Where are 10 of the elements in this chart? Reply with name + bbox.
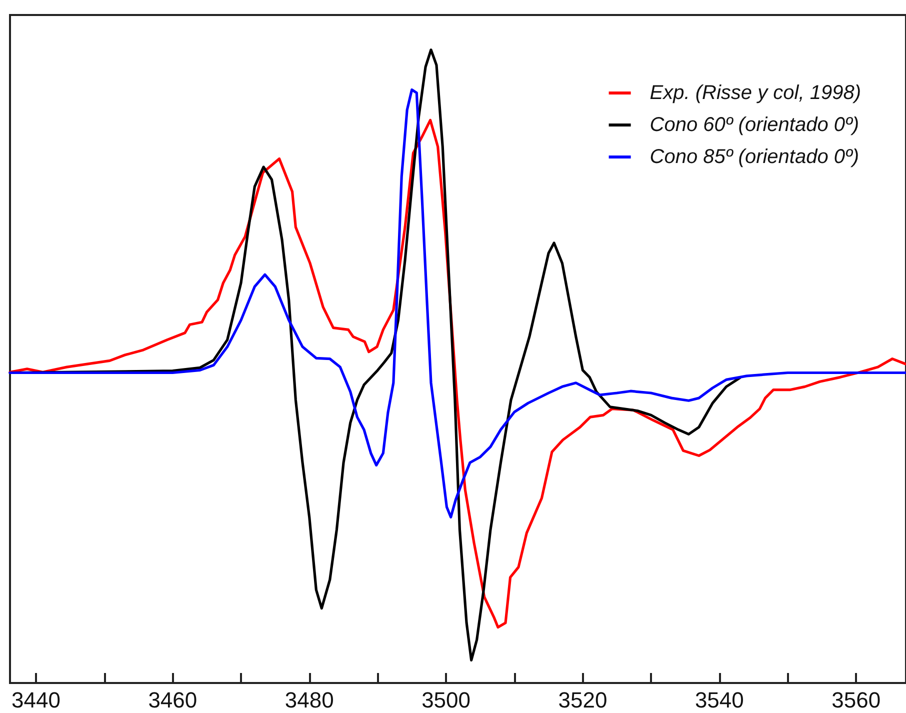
x-tick-label: 3560 <box>832 688 881 712</box>
x-tick-label: 3520 <box>558 688 608 712</box>
legend-label: Cono 85º (orientado 0º) <box>650 146 859 168</box>
x-tick-label: 3540 <box>694 688 744 712</box>
x-tick-label: 3480 <box>284 688 334 712</box>
x-tick-label: 3440 <box>11 688 60 712</box>
x-tick-label: 3500 <box>422 688 471 712</box>
legend-label: Cono 60º (orientado 0º) <box>650 114 859 136</box>
x-tick-label: 3460 <box>148 688 198 712</box>
legend-label: Exp. (Risse y col, 1998) <box>650 82 862 104</box>
